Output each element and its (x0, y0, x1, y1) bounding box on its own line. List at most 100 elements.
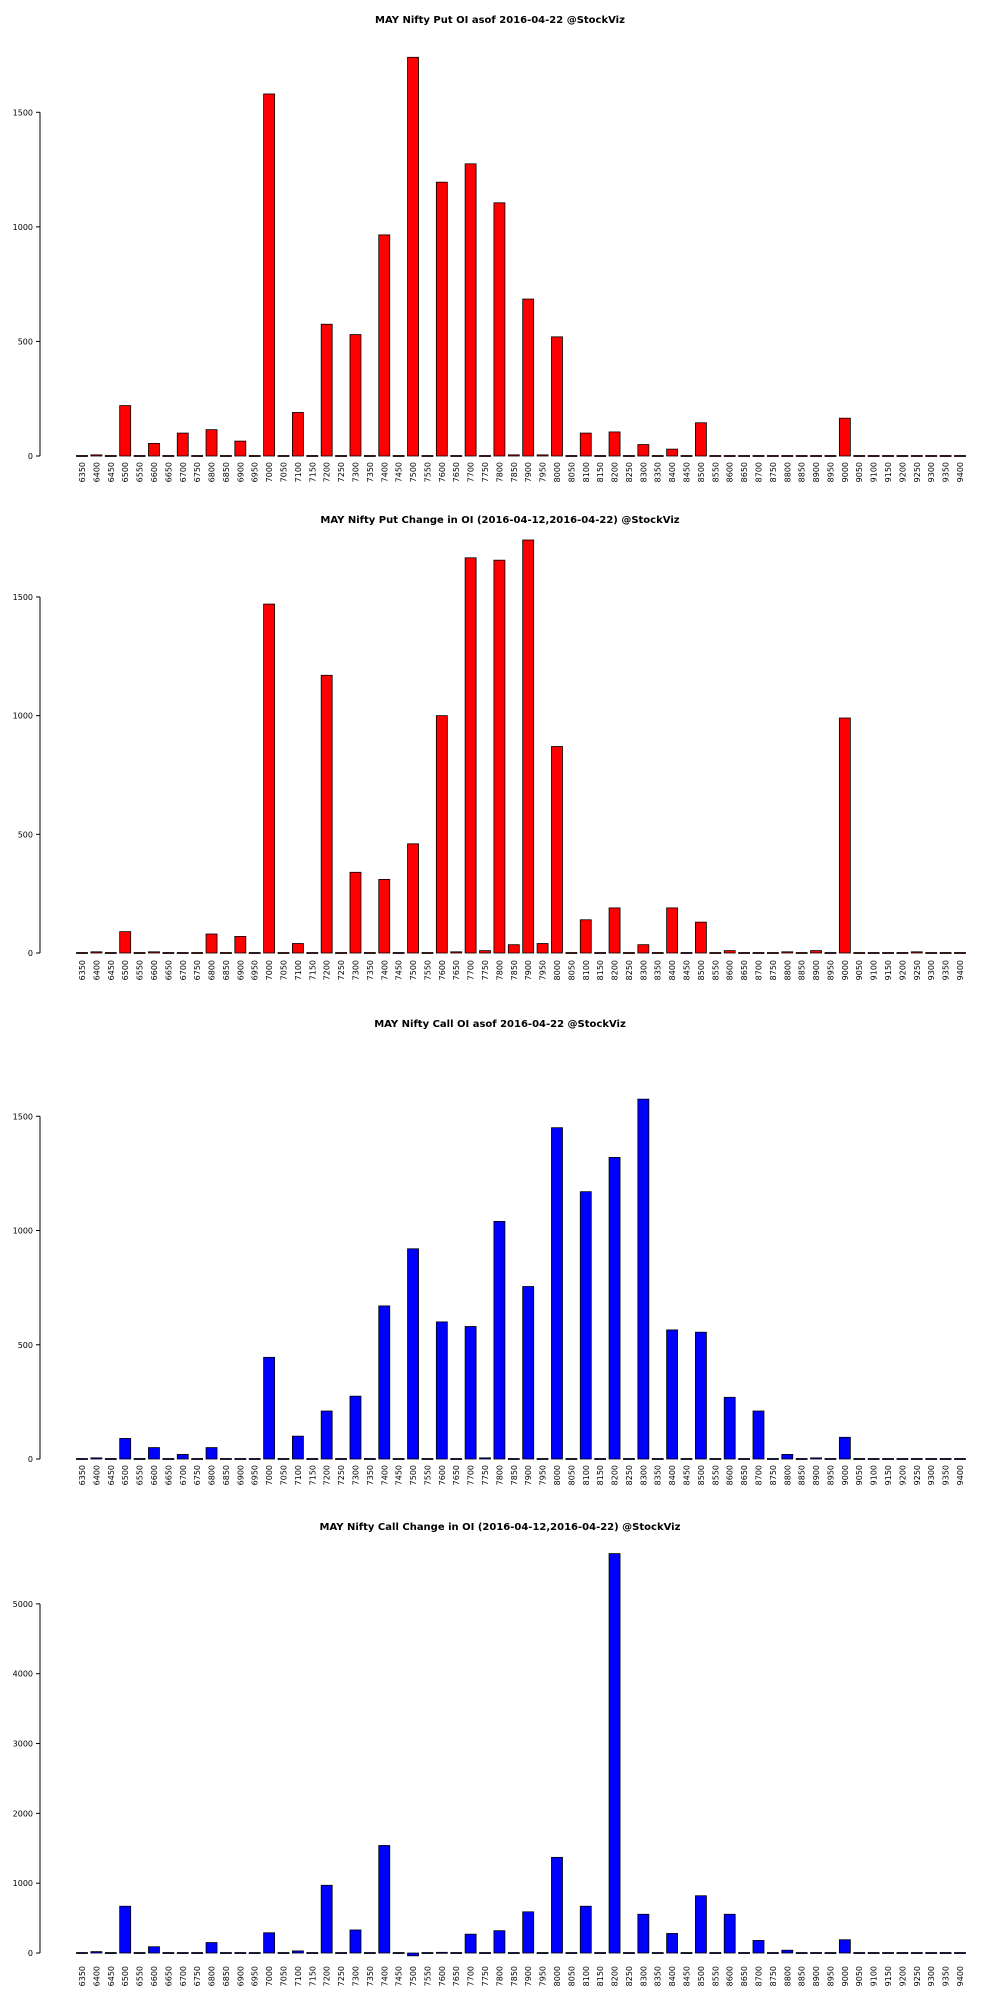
bar-9200 (896, 952, 909, 954)
bar-6550 (133, 1458, 146, 1460)
x-tick-label: 7100 (294, 1465, 303, 1485)
bar-6850 (220, 455, 232, 457)
bar-8900 (810, 455, 822, 457)
bar-6800 (205, 1942, 218, 1954)
x-tick-label: 7550 (423, 1966, 432, 1986)
x-tick-label: 7250 (337, 1966, 346, 1986)
bar-6600 (148, 951, 160, 954)
bar-9000 (838, 1939, 851, 1954)
x-tick-label: 6750 (193, 462, 202, 482)
x-tick-label: 7800 (495, 960, 504, 980)
x-tick-label: 7400 (380, 462, 389, 482)
bar-7000 (263, 93, 276, 457)
x-tick-label: 8800 (783, 1465, 792, 1485)
bar-8450 (680, 1458, 693, 1460)
bar-7750 (479, 1457, 491, 1460)
bar-9050 (853, 952, 866, 954)
x-tick-label: 8750 (769, 462, 778, 482)
bar-8000 (551, 1127, 563, 1460)
bar-7900 (522, 1286, 535, 1460)
x-tick-label: 9050 (855, 462, 864, 482)
bar-6350 (76, 455, 88, 457)
x-tick-label: 7450 (395, 960, 404, 980)
x-tick-label: 7600 (438, 1966, 447, 1986)
bar-9050 (853, 1952, 866, 1954)
x-tick-label: 8900 (812, 1966, 821, 1986)
x-tick-label: 9000 (841, 1966, 850, 1986)
x-tick-label: 6550 (136, 960, 145, 980)
bar-7100 (292, 943, 304, 954)
bar-9300 (925, 1952, 938, 1954)
x-tick-label: 8050 (567, 960, 576, 980)
bar-8750 (766, 1458, 779, 1460)
x-tick-label: 7850 (510, 1465, 519, 1485)
x-tick-label: 6700 (179, 462, 188, 482)
bar-7400 (378, 879, 391, 954)
bar-8350 (651, 952, 664, 954)
x-tick-label: 8650 (740, 1966, 749, 1986)
bar-8050 (565, 952, 578, 954)
bar-6600 (148, 1447, 160, 1460)
x-tick-label: 7850 (510, 462, 519, 482)
y-tick-label: 1500 (13, 108, 33, 117)
bar-9100 (867, 1458, 880, 1460)
y-tick-label: 0 (28, 1455, 33, 1464)
x-tick-label: 6750 (193, 1966, 202, 1986)
x-tick-label: 7400 (380, 960, 389, 980)
x-tick-label: 8700 (754, 960, 763, 980)
bar-8600 (723, 1396, 736, 1460)
bar-9000 (838, 1436, 851, 1460)
x-tick-label: 9100 (870, 462, 879, 482)
bar-7450 (392, 952, 405, 954)
bar-7900 (522, 298, 535, 457)
bar-8650 (738, 1952, 750, 1954)
x-tick-label: 9150 (884, 1465, 893, 1485)
chart-put-change-oi: MAY Nifty Put Change in OI (2016-04-12,2… (13, 515, 966, 980)
x-tick-label: 8950 (826, 462, 835, 482)
x-tick-label: 7700 (467, 1465, 476, 1485)
x-tick-label: 8300 (639, 1465, 648, 1485)
bar-8950 (824, 1952, 837, 1954)
x-tick-label: 6900 (236, 1966, 245, 1986)
bar-8100 (579, 1905, 592, 1954)
x-tick-label: 8350 (654, 960, 663, 980)
x-tick-label: 6750 (193, 1465, 202, 1485)
x-tick-label: 7400 (380, 1966, 389, 1986)
bar-6700 (176, 1454, 189, 1460)
y-tick-label: 1000 (13, 712, 33, 721)
x-tick-label: 6500 (121, 462, 130, 482)
bar-7350 (363, 455, 376, 457)
x-tick-label: 8500 (697, 1966, 706, 1986)
x-tick-label: 7500 (409, 960, 418, 980)
bar-7500 (407, 843, 419, 954)
x-tick-label: 8400 (668, 462, 677, 482)
x-tick-label: 6400 (92, 1966, 101, 1986)
y-tick-label: 500 (18, 337, 33, 346)
x-tick-label: 6450 (107, 960, 116, 980)
x-tick-label: 9250 (913, 960, 922, 980)
x-tick-label: 8800 (783, 462, 792, 482)
bar-9250 (910, 951, 923, 954)
y-tick-label: 1000 (13, 1227, 33, 1236)
bar-8550 (709, 1952, 722, 1954)
x-tick-label: 7750 (481, 462, 490, 482)
bar-7950 (536, 943, 549, 954)
bar-6700 (176, 952, 189, 954)
x-tick-label: 8000 (553, 1465, 562, 1485)
x-tick-label: 8200 (611, 960, 620, 980)
x-tick-label: 9000 (841, 1465, 850, 1485)
x-tick-label: 9300 (927, 1966, 936, 1986)
bar-8300 (637, 1098, 650, 1460)
bar-8150 (594, 455, 607, 457)
y-tick-label: 4000 (13, 1670, 33, 1679)
x-tick-label: 7300 (351, 1966, 360, 1986)
x-tick-label: 7250 (337, 1465, 346, 1485)
bar-8250 (623, 1952, 635, 1954)
x-tick-label: 9050 (855, 1966, 864, 1986)
bar-9300 (925, 455, 938, 457)
x-tick-label: 6450 (107, 1465, 116, 1485)
x-tick-label: 8500 (697, 1465, 706, 1485)
x-tick-label: 8100 (582, 462, 591, 482)
bar-8200 (608, 1157, 621, 1460)
x-tick-label: 9100 (870, 960, 879, 980)
